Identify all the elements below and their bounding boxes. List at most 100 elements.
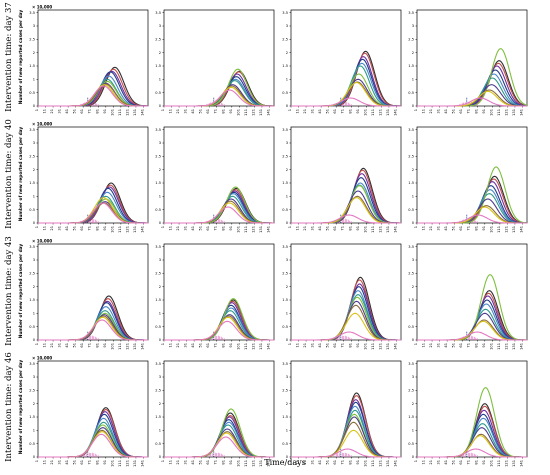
y-tick-label: 1.5 <box>282 64 288 68</box>
x-tick-label: 91 <box>356 343 360 348</box>
x-tick-label: 131 <box>386 226 390 233</box>
scale-note: × 10,000 <box>32 239 52 244</box>
plot-frame <box>290 9 402 107</box>
y-tick-label: 3 <box>33 24 35 28</box>
x-tick-label: 31 <box>311 226 315 231</box>
x-tick-label: 71 <box>214 109 218 114</box>
series-line-2 <box>38 408 148 458</box>
y-tick-label: 0 <box>159 455 162 459</box>
y-tick-label: 3.5 <box>29 128 35 132</box>
x-tick-label: 91 <box>482 460 486 465</box>
x-tick-label: 81 <box>474 460 478 465</box>
x-tick-label: 1 <box>414 343 418 345</box>
y-tick-label: 1 <box>33 429 35 433</box>
x-tick-label: 61 <box>459 109 463 114</box>
x-tick-label: 51 <box>73 460 77 465</box>
series-line-10 <box>38 431 148 458</box>
x-tick-label: 1 <box>414 226 418 228</box>
x-tick-label: 81 <box>221 109 225 114</box>
panel-r3-c4: 00.511.522.533.51 11 21 31 41 51 61 71 81 91 101 11… <box>408 243 528 350</box>
y-tick-label: 0.5 <box>155 325 161 329</box>
x-tick-label: 81 <box>95 343 99 348</box>
x-tick-label: 91 <box>103 460 107 465</box>
y-tick-label: 0.5 <box>155 208 161 212</box>
y-tick-label: 1 <box>412 78 414 82</box>
x-tick-label: 91 <box>356 109 360 114</box>
x-tick-label: 61 <box>333 460 337 465</box>
x-tick-label: 111 <box>371 109 375 116</box>
x-tick-label: 131 <box>386 343 390 350</box>
panel-r1-c3: 00.511.522.533.51 11 21 31 41 51 61 71 81 91 101 11… <box>282 9 402 116</box>
y-tick-label: 0 <box>33 338 36 342</box>
series-line-2 <box>164 300 274 341</box>
plot-frame <box>416 243 528 341</box>
x-tick-label: 81 <box>348 109 352 114</box>
y-tick-label: 0 <box>286 221 289 225</box>
plot-frame <box>163 360 275 458</box>
x-tick-label: 41 <box>65 109 69 114</box>
plot-frame <box>163 243 275 341</box>
x-tick-label: 21 <box>303 109 307 114</box>
y-tick-label: 2 <box>33 51 35 55</box>
series-line-11 <box>291 97 401 107</box>
y-tick-label: 2 <box>286 51 288 55</box>
y-tick-label: 2 <box>33 168 35 172</box>
x-tick-label: 21 <box>303 343 307 348</box>
series-line-11 <box>38 319 148 341</box>
series-line-11 <box>164 89 274 107</box>
x-tick-label: 121 <box>378 226 382 233</box>
y-tick-label: 1.5 <box>408 298 414 302</box>
x-tick-label: 1 <box>414 460 418 462</box>
x-tick-label: 71 <box>214 226 218 231</box>
y-tick-label: 2 <box>159 402 161 406</box>
x-tick-label: 121 <box>125 343 129 350</box>
x-tick-label: 71 <box>341 343 345 348</box>
series-line-4 <box>291 177 401 224</box>
y-tick-label: 0 <box>159 221 162 225</box>
x-tick-label: 51 <box>199 460 203 465</box>
y-tick-label: 2 <box>159 285 161 289</box>
y-tick-label: 2 <box>159 168 161 172</box>
x-tick-label: 31 <box>311 109 315 114</box>
x-tick-label: 81 <box>221 226 225 231</box>
y-tick-label: 3 <box>412 141 414 145</box>
x-tick-label: 51 <box>452 226 456 231</box>
y-tick-label: 0 <box>412 104 415 108</box>
y-tick-label: 0 <box>286 338 289 342</box>
x-tick-label: 111 <box>497 226 501 233</box>
y-tick-label: 0.5 <box>29 442 35 446</box>
x-tick-label: 31 <box>437 460 441 465</box>
x-tick-label: 121 <box>378 460 382 467</box>
x-tick-label: 11 <box>169 343 173 348</box>
y-tick-label: 0.5 <box>282 325 288 329</box>
x-tick-label: 101 <box>489 226 493 233</box>
x-tick-label: 41 <box>318 343 322 348</box>
x-tick-label: 21 <box>429 226 433 231</box>
x-tick-label: 141 <box>140 109 144 116</box>
y-tick-label: 0 <box>412 455 415 459</box>
x-tick-label: 131 <box>133 343 137 350</box>
series-line-1 <box>164 187 274 224</box>
x-tick-label: 21 <box>429 460 433 465</box>
y-tick-label: 1.5 <box>282 415 288 419</box>
y-tick-label: 3.5 <box>282 245 288 249</box>
x-tick-label: 41 <box>191 343 195 348</box>
x-tick-label: 61 <box>206 460 210 465</box>
x-tick-label: 11 <box>296 226 300 231</box>
x-tick-label: 51 <box>73 109 77 114</box>
x-tick-label: 141 <box>266 226 270 233</box>
x-tick-label: 131 <box>512 343 516 350</box>
x-tick-label: 31 <box>311 343 315 348</box>
series-line-11 <box>164 436 274 458</box>
y-tick-label: 0.5 <box>408 91 414 95</box>
x-tick-label: 31 <box>437 343 441 348</box>
x-tick-label: 1 <box>288 460 292 462</box>
x-tick-label: 61 <box>80 343 84 348</box>
series-line-11 <box>291 214 401 224</box>
x-tick-label: 51 <box>452 109 456 114</box>
y-tick-label: 2.5 <box>29 38 35 42</box>
x-tick-label: 131 <box>133 109 137 116</box>
y-tick-label: 0.5 <box>282 208 288 212</box>
x-tick-label: 31 <box>58 109 62 114</box>
y-tick-label: 3 <box>33 258 35 262</box>
